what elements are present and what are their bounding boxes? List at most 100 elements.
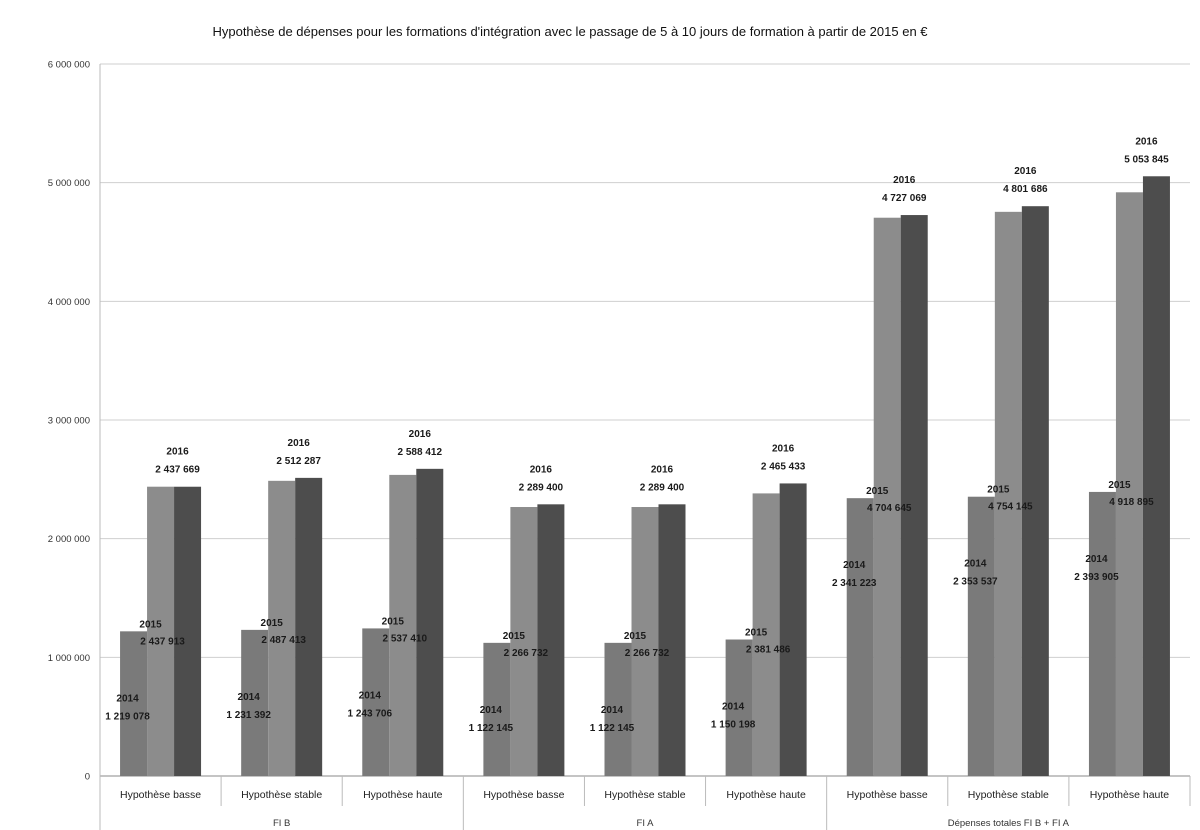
bar-2015 xyxy=(147,486,175,776)
y-tick-label: 0 xyxy=(85,772,90,783)
data-label: 2 487 413 xyxy=(261,635,306,646)
data-label: 4 704 645 xyxy=(867,503,912,514)
y-tick-label: 4 000 000 xyxy=(48,297,90,308)
data-label-series: 2014 xyxy=(843,560,866,571)
data-label: 1 150 198 xyxy=(711,720,756,731)
data-label: 2 437 913 xyxy=(140,636,185,647)
data-label: 2 588 412 xyxy=(398,447,443,458)
data-label-series: 2016 xyxy=(409,429,432,440)
data-label-series: 2016 xyxy=(530,464,553,475)
data-label-series: 2015 xyxy=(987,485,1010,496)
bar-2014 xyxy=(362,628,390,776)
data-label-series: 2014 xyxy=(1085,554,1108,565)
bar-2016 xyxy=(537,504,565,776)
bar-2014 xyxy=(483,642,511,776)
category-label: Hypothèse haute xyxy=(1090,789,1170,801)
group-label: Dépenses totales FI B + FI A xyxy=(948,818,1070,829)
data-label-series: 2016 xyxy=(288,438,311,449)
data-label-series: 2015 xyxy=(261,618,284,629)
bar-2016 xyxy=(416,468,444,776)
data-label: 2 353 537 xyxy=(953,577,998,588)
data-label-series: 2015 xyxy=(624,631,647,642)
data-label-series: 2014 xyxy=(601,705,624,716)
data-label-series: 2014 xyxy=(116,693,139,704)
bar-2016 xyxy=(174,486,202,776)
data-label: 1 122 145 xyxy=(469,723,514,734)
data-label: 5 053 845 xyxy=(1124,154,1169,165)
data-label-series: 2015 xyxy=(866,486,889,497)
bar-2015 xyxy=(510,507,538,776)
data-label: 4 918 895 xyxy=(1109,497,1154,508)
data-label-series: 2015 xyxy=(139,619,162,630)
category-label: Hypothèse stable xyxy=(968,789,1049,801)
chart-title: Hypothèse de dépenses pour les formation… xyxy=(212,24,928,39)
data-label-series: 2015 xyxy=(503,631,526,642)
data-label: 2 266 732 xyxy=(625,648,670,659)
data-label: 1 219 078 xyxy=(105,711,150,722)
bars xyxy=(120,176,1170,777)
data-label: 2 537 410 xyxy=(383,633,428,644)
bar-2015 xyxy=(752,493,780,776)
data-label-series: 2014 xyxy=(722,702,745,713)
category-label: Hypothèse stable xyxy=(604,789,685,801)
data-label: 2 381 486 xyxy=(746,645,791,656)
data-labels: 2014 1 219 078 2015 2 437 913 2016 2 437 669 2… xyxy=(105,136,1169,734)
data-label: 4 754 145 xyxy=(988,502,1033,513)
x-axis: Hypothèse basse Hypothèse stable Hypothèse… xyxy=(120,776,1191,830)
data-label-series: 2015 xyxy=(1108,480,1131,491)
data-label-series: 2016 xyxy=(1014,166,1037,177)
data-label-series: 2016 xyxy=(893,175,916,186)
data-label: 2 341 223 xyxy=(832,578,877,589)
data-label: 1 122 145 xyxy=(590,723,635,734)
category-label: Hypothèse stable xyxy=(241,789,322,801)
category-label: Hypothèse haute xyxy=(363,789,443,801)
category-label: Hypothèse basse xyxy=(120,789,201,801)
bar-2014 xyxy=(120,631,148,776)
bar-2015 xyxy=(1115,192,1143,776)
bar-2015 xyxy=(873,217,901,776)
bar-2015 xyxy=(631,507,659,776)
y-tick-label: 6 000 000 xyxy=(48,60,90,71)
bar-2014 xyxy=(846,498,874,776)
bar-2015 xyxy=(268,480,296,776)
data-label-series: 2014 xyxy=(480,705,503,716)
data-label: 2 289 400 xyxy=(519,482,564,493)
y-tick-label: 3 000 000 xyxy=(48,416,90,427)
y-tick-label: 2 000 000 xyxy=(48,534,90,545)
bar-2014 xyxy=(1088,491,1116,776)
data-label: 2 512 287 xyxy=(276,456,321,467)
data-label-series: 2014 xyxy=(964,559,987,570)
data-label: 2 393 905 xyxy=(1074,572,1119,583)
data-label-series: 2014 xyxy=(238,692,261,703)
data-label: 1 231 392 xyxy=(226,710,271,721)
bar-2016 xyxy=(658,504,686,776)
bar-2014 xyxy=(725,639,753,776)
data-label: 2 289 400 xyxy=(640,482,685,493)
bar-2016 xyxy=(1142,176,1170,777)
bar-2016 xyxy=(1021,206,1049,776)
bar-2015 xyxy=(389,474,417,776)
category-label: Hypothèse basse xyxy=(483,789,564,801)
bar-2015 xyxy=(994,211,1022,777)
bar-2014 xyxy=(604,642,632,776)
data-label-series: 2015 xyxy=(745,628,768,639)
data-label-series: 2016 xyxy=(772,443,795,454)
data-label-series: 2016 xyxy=(651,464,674,475)
data-label: 2 437 669 xyxy=(155,465,200,476)
bar-2016 xyxy=(900,215,928,777)
bar-2014 xyxy=(241,629,269,776)
y-axis: 0 1 000 000 2 000 000 3 000 000 4 000 000 5 0… xyxy=(48,60,101,830)
group-label: FI B xyxy=(273,818,290,829)
data-label-series: 2014 xyxy=(359,690,382,701)
data-label: 1 243 706 xyxy=(348,708,393,719)
category-label: Hypothèse basse xyxy=(847,789,928,801)
bar-2014 xyxy=(967,496,995,776)
bar-2016 xyxy=(295,477,323,776)
data-label-series: 2016 xyxy=(166,447,189,458)
category-label: Hypothèse haute xyxy=(726,789,806,801)
bar-2016 xyxy=(779,483,807,776)
data-label-series: 2016 xyxy=(1135,136,1158,147)
y-tick-label: 1 000 000 xyxy=(48,653,90,664)
data-label: 4 727 069 xyxy=(882,193,927,204)
y-tick-label: 5 000 000 xyxy=(48,178,90,189)
